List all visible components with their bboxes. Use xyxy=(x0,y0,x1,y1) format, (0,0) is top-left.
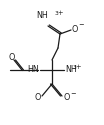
Text: +: + xyxy=(75,64,80,70)
Text: O: O xyxy=(35,94,41,102)
Text: NH: NH xyxy=(36,12,48,20)
Text: O: O xyxy=(9,52,15,62)
Text: −: − xyxy=(70,91,76,97)
Text: NH: NH xyxy=(65,66,77,74)
Text: O: O xyxy=(72,24,78,34)
Text: 3: 3 xyxy=(55,11,59,16)
Text: −: − xyxy=(78,22,84,28)
Text: HN: HN xyxy=(27,66,39,74)
Text: O: O xyxy=(64,94,70,102)
Text: +: + xyxy=(57,10,63,16)
Text: 3: 3 xyxy=(73,65,77,70)
